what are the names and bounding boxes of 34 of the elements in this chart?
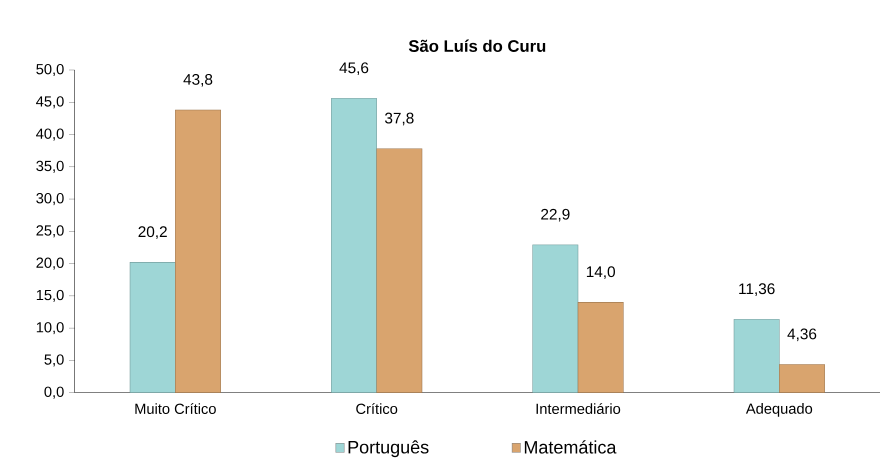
data-label: 43,8 <box>183 74 212 87</box>
bar <box>376 148 422 393</box>
bar <box>130 262 176 393</box>
data-label: 11,36 <box>739 283 775 296</box>
x-tick-label: Intermediário <box>536 403 620 414</box>
x-tick-label: Adequado <box>746 403 812 417</box>
bar <box>578 302 624 393</box>
y-tick-label: 0,0 <box>44 386 64 399</box>
y-tick-label: 35,0 <box>36 160 64 173</box>
data-label: 4,36 <box>787 328 816 342</box>
legend-label: Matemática <box>524 440 616 454</box>
chart-title: São Luís do Curu <box>408 40 546 52</box>
y-tick-label: 25,0 <box>36 225 64 238</box>
y-tick-label: 45,0 <box>36 96 64 108</box>
bar <box>779 364 825 393</box>
y-tick-label: 15,0 <box>36 290 64 302</box>
y-tick-label: 20,0 <box>36 258 64 270</box>
y-tick-label: 30,0 <box>36 193 64 206</box>
y-tick-label: 10,0 <box>36 322 64 334</box>
bar <box>331 98 377 393</box>
x-tick-label: Muito Crítico <box>135 403 216 414</box>
bar <box>175 110 221 393</box>
data-label: 45,6 <box>339 62 368 76</box>
data-label: 22,9 <box>541 208 570 222</box>
legend-label: Português <box>348 440 429 458</box>
x-tick-label: Crítico <box>356 403 398 414</box>
y-tick-label: 5,0 <box>44 354 64 366</box>
data-label: 37,8 <box>385 112 414 126</box>
y-tick-label: 40,0 <box>36 128 64 141</box>
data-label: 14,0 <box>586 266 615 279</box>
bar <box>532 244 578 393</box>
data-label: 20,2 <box>138 226 167 239</box>
bar <box>734 319 780 393</box>
y-tick-label: 50,0 <box>36 64 64 76</box>
